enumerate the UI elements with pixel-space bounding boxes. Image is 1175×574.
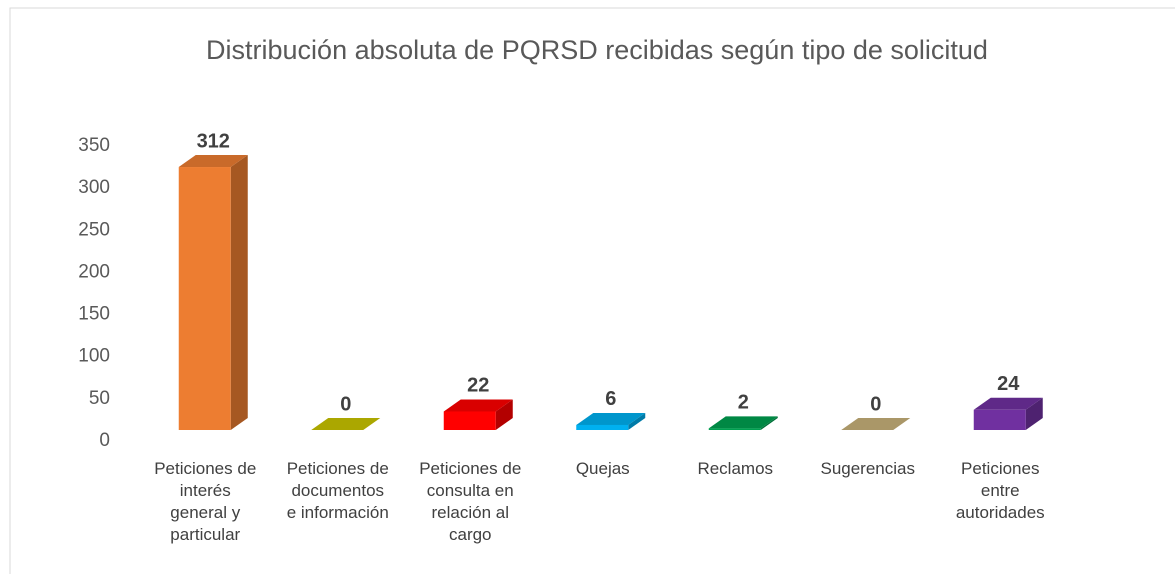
y-tick-label: 150 [78,304,110,325]
bar [178,167,231,430]
bar-side [760,416,778,430]
x-tick-label: Peticiones de consulta en relación al ca… [419,459,522,544]
bar-top [178,155,248,168]
bar-side [628,412,646,430]
data-label: 2 [738,392,749,414]
data-label: 22 [467,375,489,397]
y-tick-label: 350 [78,135,110,156]
x-tick-label: Peticiones de interés general y particul… [154,459,257,544]
bar-top [576,412,646,425]
y-tick-label: 300 [78,177,110,198]
x-tick-label: Quejas [575,459,630,478]
bar-top [841,418,911,430]
data-label: 312 [197,130,230,152]
bar-side [495,399,513,430]
bar [973,409,1026,430]
y-tick-label: 250 [78,219,110,240]
bar [443,411,496,430]
chart-border [9,7,1175,574]
data-label: 6 [605,388,616,410]
bar-top [311,418,381,430]
x-tick-label: Sugerencias [820,459,915,478]
data-label: 0 [870,393,881,415]
x-tick-label: Peticiones de documentos e información [286,459,389,522]
x-tick-label: Peticiones entre autoridades [955,459,1045,522]
y-tick-label: 200 [78,261,110,282]
data-label: 24 [997,373,1020,395]
y-tick-label: 50 [89,388,110,409]
chart-title: Distribución absoluta de PQRSD recibidas… [206,35,988,65]
x-tick-label: Reclamos [697,459,774,478]
data-label: 0 [340,393,351,415]
bar [708,428,761,430]
bar-side [230,155,248,430]
bar [576,424,629,430]
y-tick-label: 0 [99,430,110,451]
bar-top [443,399,513,412]
bar-side [1025,397,1043,430]
y-tick-label: 100 [78,346,110,367]
bar-top [708,416,778,429]
bar-top [973,397,1043,410]
